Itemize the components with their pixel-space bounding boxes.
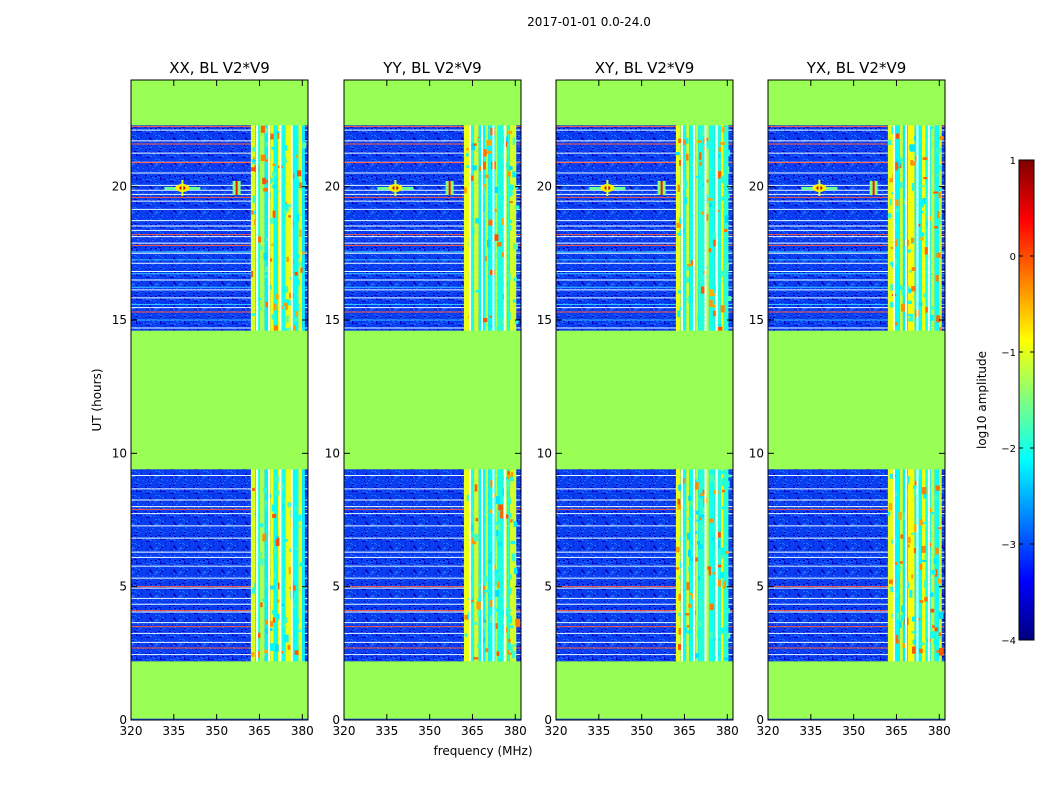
x-tick-label: 350: [205, 724, 228, 738]
y-tick-label: 5: [332, 580, 340, 594]
colorbar-tick-label: 0: [1010, 252, 1016, 263]
flagged-region: [556, 661, 733, 720]
panel-frame: [130, 79, 309, 721]
colorbar-tick-label: −4: [1001, 636, 1016, 647]
colorbar-gradient: [1018, 159, 1035, 641]
x-tick-label: 335: [587, 724, 610, 738]
x-tick-label: 365: [248, 724, 271, 738]
flagged-region: [344, 80, 521, 126]
flagged-region: [131, 661, 308, 720]
rfi-source-2: [657, 181, 666, 195]
panel-title: XX, BL V2*V9: [169, 59, 270, 77]
flagged-region: [768, 330, 945, 470]
y-tick-label: 20: [325, 180, 340, 194]
y-tick-label: 0: [544, 713, 552, 727]
x-tick-label: 365: [885, 724, 908, 738]
x-tick-label: 335: [162, 724, 185, 738]
x-tick-label: 320: [333, 724, 356, 738]
x-tick-label: 380: [928, 724, 951, 738]
flagged-region: [556, 330, 733, 470]
x-tick-label: 380: [716, 724, 739, 738]
y-tick-label: 0: [756, 713, 764, 727]
x-tick-label: 320: [545, 724, 568, 738]
y-tick-label: 20: [112, 180, 127, 194]
panel: YX, BL V2*V9 320 335 350 365 380 0 5 10 15 20: [749, 59, 951, 738]
y-tick-label: 10: [112, 446, 127, 460]
y-axis-label: UT (hours): [90, 368, 104, 431]
flagged-region: [768, 661, 945, 720]
y-tick-label: 15: [537, 313, 552, 327]
panel-frame: [767, 79, 946, 721]
y-tick-label: 10: [749, 446, 764, 460]
flagged-region: [131, 80, 308, 126]
panel: YY, BL V2*V9 320 335 350 365 380 0 5 10 15 20: [325, 59, 527, 738]
x-tick-label: 350: [630, 724, 653, 738]
panel-frame: [343, 79, 522, 721]
colorbar-tick-label: −3: [1001, 540, 1016, 551]
x-axis-label: frequency (MHz): [433, 744, 532, 758]
y-tick-label: 15: [749, 313, 764, 327]
flagged-region: [556, 80, 733, 126]
rfi-source-1: [801, 180, 838, 196]
x-tick-label: 365: [461, 724, 484, 738]
panel-title: YY, BL V2*V9: [382, 59, 481, 77]
y-tick-label: 10: [325, 446, 340, 460]
y-tick-label: 0: [119, 713, 127, 727]
x-tick-label: 335: [375, 724, 398, 738]
x-tick-label: 380: [291, 724, 314, 738]
colorbar-label: log10 amplitude: [975, 351, 989, 449]
y-tick-label: 15: [325, 313, 340, 327]
rfi-source-1: [377, 180, 414, 196]
x-tick-label: 320: [757, 724, 780, 738]
y-tick-label: 5: [756, 580, 764, 594]
y-tick-label: 5: [119, 580, 127, 594]
flagged-region: [344, 661, 521, 720]
panel-frame: [555, 79, 734, 721]
y-tick-label: 20: [537, 180, 552, 194]
y-tick-label: 5: [544, 580, 552, 594]
y-tick-label: 15: [112, 313, 127, 327]
colorbar-tick-label: −2: [1001, 444, 1016, 455]
x-tick-label: 335: [799, 724, 822, 738]
panel-title: YX, BL V2*V9: [806, 59, 907, 77]
y-tick-label: 10: [537, 446, 552, 460]
y-tick-label: 20: [749, 180, 764, 194]
panel: XX, BL V2*V9 320 335 350 365 380 0 5 10 15 20: [112, 59, 314, 738]
rfi-source-1: [589, 180, 626, 196]
y-tick-label: 0: [332, 713, 340, 727]
panel: XY, BL V2*V9 320 335 350 365 380 0 5 10 15 20: [537, 59, 739, 738]
rfi-source-2: [869, 181, 878, 195]
rfi-source-2: [445, 181, 454, 195]
flagged-region: [344, 330, 521, 470]
colorbar-tick-label: −1: [1001, 348, 1016, 359]
flagged-region: [131, 330, 308, 470]
rfi-source-1: [164, 180, 201, 196]
x-tick-label: 350: [418, 724, 441, 738]
x-tick-label: 350: [842, 724, 865, 738]
panel-title: XY, BL V2*V9: [595, 59, 695, 77]
chart-suptitle: 2017-01-01 0.0-24.0: [527, 15, 651, 29]
x-tick-label: 365: [673, 724, 696, 738]
flagged-region: [768, 80, 945, 126]
rfi-source-2: [232, 181, 241, 195]
colorbar: 1 0 −1 −2 −3 −4 log10 amplitude: [975, 156, 1035, 647]
colorbar-tick-label: 1: [1010, 156, 1016, 167]
x-tick-label: 320: [120, 724, 143, 738]
x-tick-label: 380: [504, 724, 527, 738]
